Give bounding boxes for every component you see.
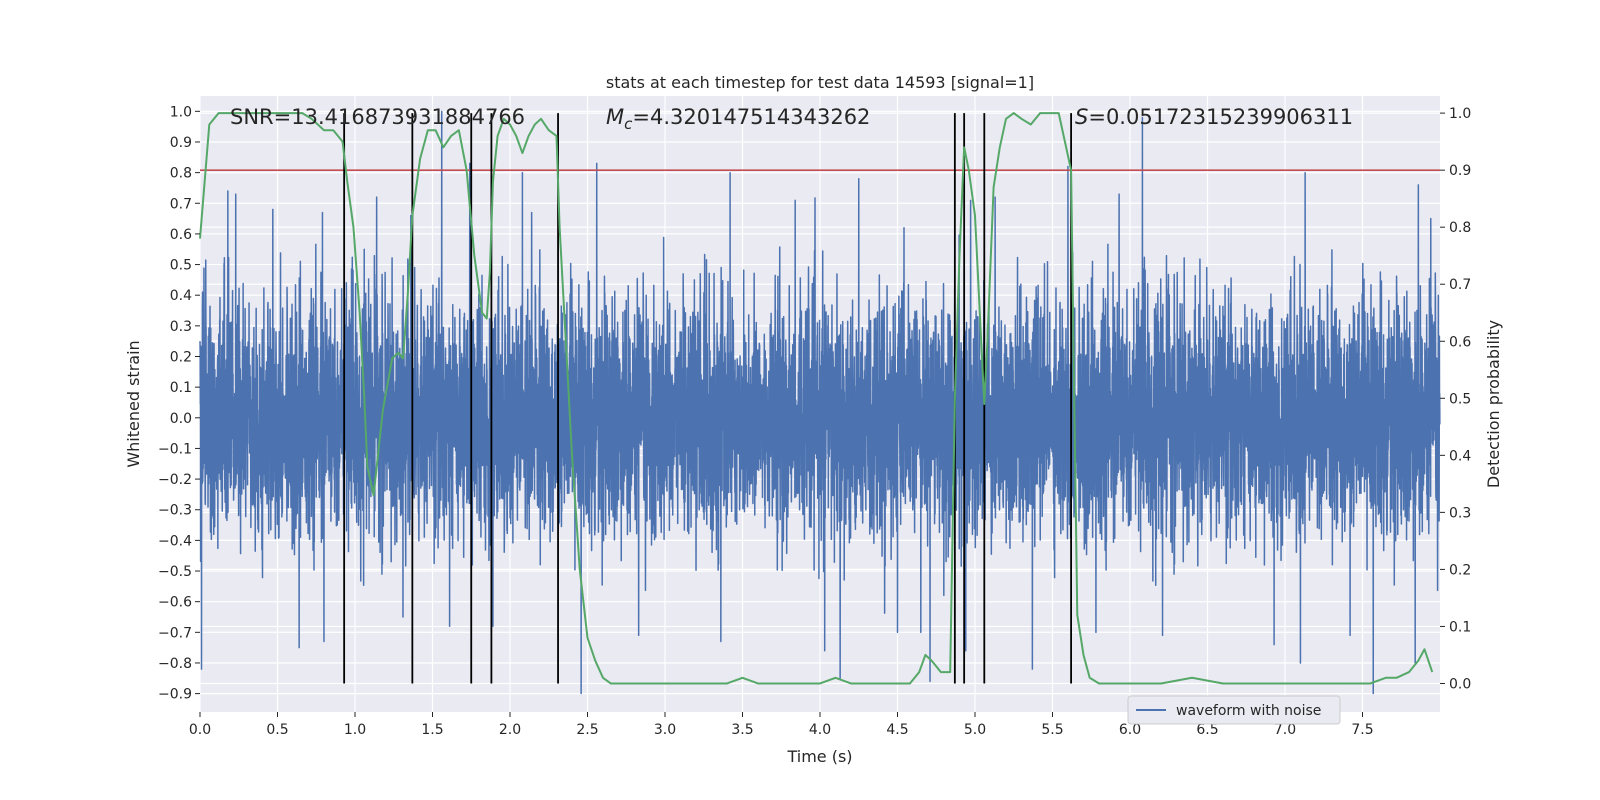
x-tick-label: 1.0: [344, 722, 366, 738]
y2-tick-label: 0.6: [1449, 334, 1471, 350]
y2-tick-label: 0.4: [1449, 448, 1471, 464]
axis-ticks: 0.0 0.5 1.0 1.5 2.0 2.5 3.0 3.5 4.0 4.5 5.0 5.5 6.0 6…: [158, 104, 1471, 738]
y-tick-label: −0.9: [158, 687, 192, 703]
y2-axis-label: Detection probability: [1484, 320, 1503, 488]
y-tick-label: 0.5: [170, 258, 192, 274]
snr-annotation: SNR=13.416873931884766: [230, 105, 525, 129]
y2-tick-label: 0.5: [1449, 391, 1471, 407]
x-tick-label: 4.0: [809, 722, 831, 738]
y2-tick-label: 0.9: [1449, 163, 1471, 179]
s-annotation: S=0.05172315239906311: [1075, 105, 1353, 129]
y-tick-label: 0.3: [170, 319, 192, 335]
x-tick-label: 5.0: [964, 722, 986, 738]
y2-tick-label: 0.8: [1449, 220, 1471, 236]
chirp-mass-subscript: c: [624, 115, 633, 133]
y-tick-label: 0.9: [170, 135, 192, 151]
chirp-mass-annotation: Mc=4.320147514343262: [606, 105, 870, 133]
x-tick-label: 3.0: [654, 722, 676, 738]
y-tick-label: −0.6: [158, 595, 192, 611]
y-tick-label: 0.8: [170, 166, 192, 182]
x-tick-label: 1.5: [421, 722, 443, 738]
y2-tick-label: 0.0: [1449, 676, 1471, 692]
s-value: =0.05172315239906311: [1088, 105, 1353, 129]
x-tick-label: 2.5: [576, 722, 598, 738]
y-tick-label: −0.8: [158, 656, 192, 672]
chirp-mass-value: =4.320147514343262: [632, 105, 870, 129]
x-tick-label: 4.5: [886, 722, 908, 738]
y2-tick-label: 0.2: [1449, 562, 1471, 578]
x-tick-label: 3.5: [731, 722, 753, 738]
probability-series: [199, 112, 1434, 685]
y-axis-label: Whitened strain: [124, 340, 143, 467]
x-tick-label: 7.5: [1351, 722, 1373, 738]
x-tick-label: 6.5: [1196, 722, 1218, 738]
x-tick-label: 0.0: [189, 722, 211, 738]
x-tick-label: 7.0: [1274, 722, 1296, 738]
x-tick-label: 5.5: [1041, 722, 1063, 738]
y-tick-label: 0.2: [170, 349, 192, 365]
y2-tick-label: 0.7: [1449, 277, 1471, 293]
y-tick-label: 0.0: [170, 411, 192, 427]
y2-tick-label: 0.1: [1449, 619, 1471, 635]
legend: waveform with noise: [1127, 695, 1341, 725]
s-symbol: S: [1075, 105, 1088, 129]
y-tick-label: 0.1: [170, 380, 192, 396]
legend-box: [1127, 695, 1341, 725]
chirp-mass-symbol: M: [606, 105, 624, 129]
y2-tick-label: 1.0: [1449, 106, 1471, 122]
y-tick-label: −0.4: [158, 533, 192, 549]
y-tick-label: 0.7: [170, 196, 192, 212]
x-tick-label: 0.5: [266, 722, 288, 738]
x-tick-label: 6.0: [1119, 722, 1141, 738]
legend-label-waveform: waveform with noise: [1176, 703, 1321, 719]
chart-title: stats at each timestep for test data 145…: [606, 73, 1034, 92]
y-tick-label: −0.7: [158, 625, 192, 641]
detection-probability-line: [199, 112, 1434, 685]
y-tick-label: 0.4: [170, 288, 192, 304]
waveform-line: [199, 110, 1441, 695]
y-tick-label: −0.3: [158, 503, 192, 519]
waveform-series: [199, 110, 1441, 695]
y-tick-label: −0.5: [158, 564, 192, 580]
y2-tick-label: 0.3: [1449, 505, 1471, 521]
y-tick-label: 1.0: [170, 104, 192, 120]
y-tick-label: 0.6: [170, 227, 192, 243]
y-tick-label: −0.1: [158, 441, 192, 457]
y-tick-label: −0.2: [158, 472, 192, 488]
x-axis-label: Time (s): [786, 747, 852, 766]
x-tick-label: 2.0: [499, 722, 521, 738]
